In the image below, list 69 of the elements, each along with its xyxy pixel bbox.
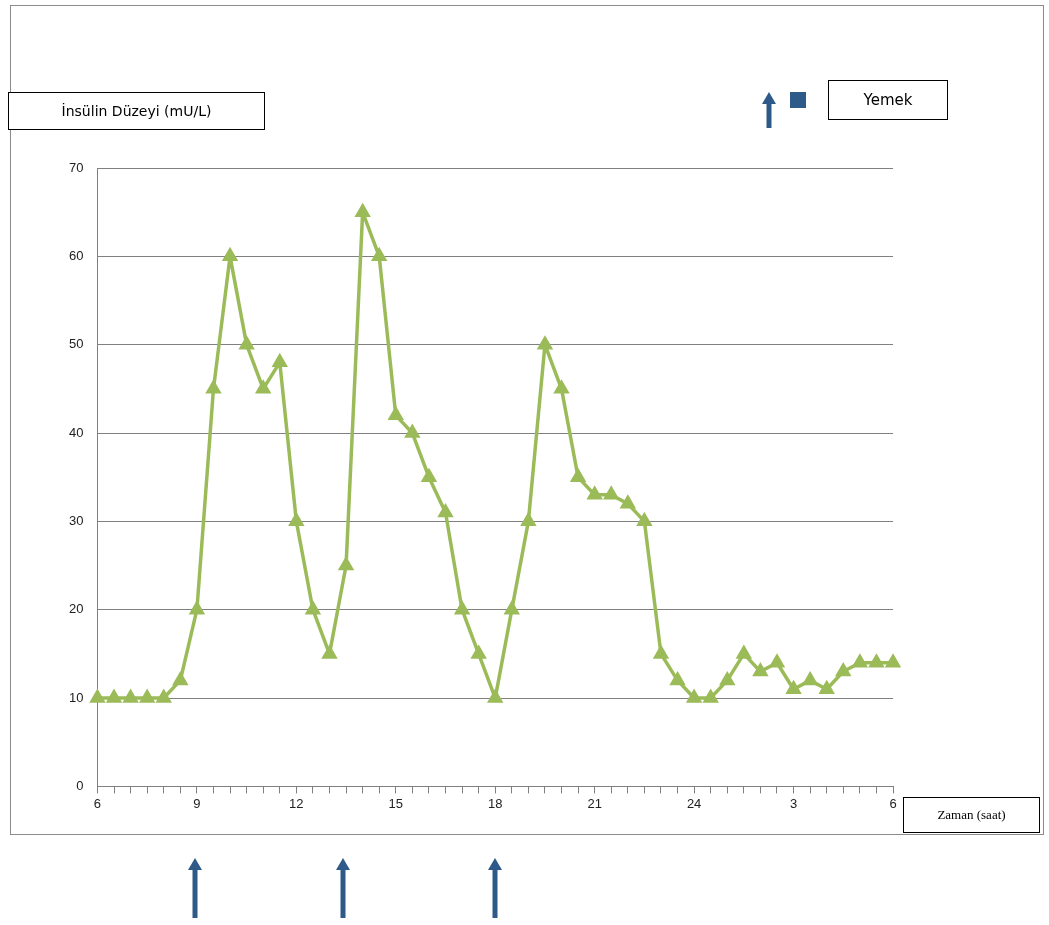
point — [770, 654, 784, 668]
point — [504, 601, 519, 615]
y-tick-label: 20 — [68, 601, 84, 617]
y-tick-label: 30 — [68, 512, 84, 528]
point — [223, 248, 237, 262]
point — [554, 381, 569, 394]
point — [271, 352, 288, 368]
x-axis-title: Zaman (saat) — [903, 797, 1040, 833]
point — [355, 204, 370, 217]
point — [438, 504, 453, 518]
point — [206, 381, 221, 394]
y-tick-label: 70 — [68, 159, 84, 175]
y-tick-label: 0 — [76, 777, 84, 793]
point — [587, 487, 602, 500]
point — [836, 663, 851, 677]
x-tick-label: 21 — [587, 795, 602, 811]
point — [636, 511, 653, 527]
point — [819, 681, 834, 694]
point — [388, 407, 403, 421]
text: Yemek — [828, 80, 948, 120]
point — [604, 487, 619, 500]
point — [736, 646, 751, 659]
point — [455, 601, 470, 615]
point — [488, 690, 503, 703]
point — [786, 681, 801, 694]
point — [107, 690, 121, 703]
y-axis-title: İnsülin Düzeyi (mU/L) — [8, 92, 265, 130]
point — [720, 672, 735, 686]
point — [538, 336, 552, 350]
y-tick-label: 50 — [68, 336, 84, 352]
point — [372, 248, 387, 262]
point — [156, 690, 171, 703]
x-tick-label: 12 — [289, 795, 304, 811]
point — [703, 690, 718, 703]
x-tick-label: 15 — [388, 795, 404, 811]
point — [670, 672, 685, 686]
point — [256, 381, 271, 394]
x-tick-label: 18 — [488, 795, 503, 811]
point — [173, 672, 188, 686]
point — [339, 557, 354, 571]
point — [239, 336, 254, 350]
point — [305, 601, 320, 615]
point — [521, 513, 536, 527]
point — [421, 469, 436, 482]
x-tick-label: 6 — [889, 795, 897, 811]
y-tick-label: 10 — [68, 689, 84, 705]
point — [869, 654, 884, 668]
point — [471, 646, 486, 659]
point — [90, 690, 105, 703]
point — [322, 646, 337, 659]
point — [571, 469, 586, 482]
point — [123, 690, 138, 703]
point — [654, 646, 668, 659]
point — [289, 513, 304, 527]
point — [620, 495, 635, 509]
x-tick-label: 9 — [193, 795, 201, 811]
point — [140, 690, 155, 703]
x-tick-label: 3 — [789, 795, 798, 811]
x-tick-label: 24 — [686, 795, 702, 811]
point — [803, 672, 818, 686]
y-tick-label: 40 — [68, 424, 84, 440]
point — [189, 601, 204, 615]
point — [852, 654, 867, 668]
point — [753, 663, 768, 677]
point — [886, 654, 900, 668]
x-tick-label: 6 — [93, 795, 102, 811]
y-tick-label: 60 — [68, 247, 84, 263]
point — [687, 690, 702, 703]
point — [405, 425, 420, 438]
